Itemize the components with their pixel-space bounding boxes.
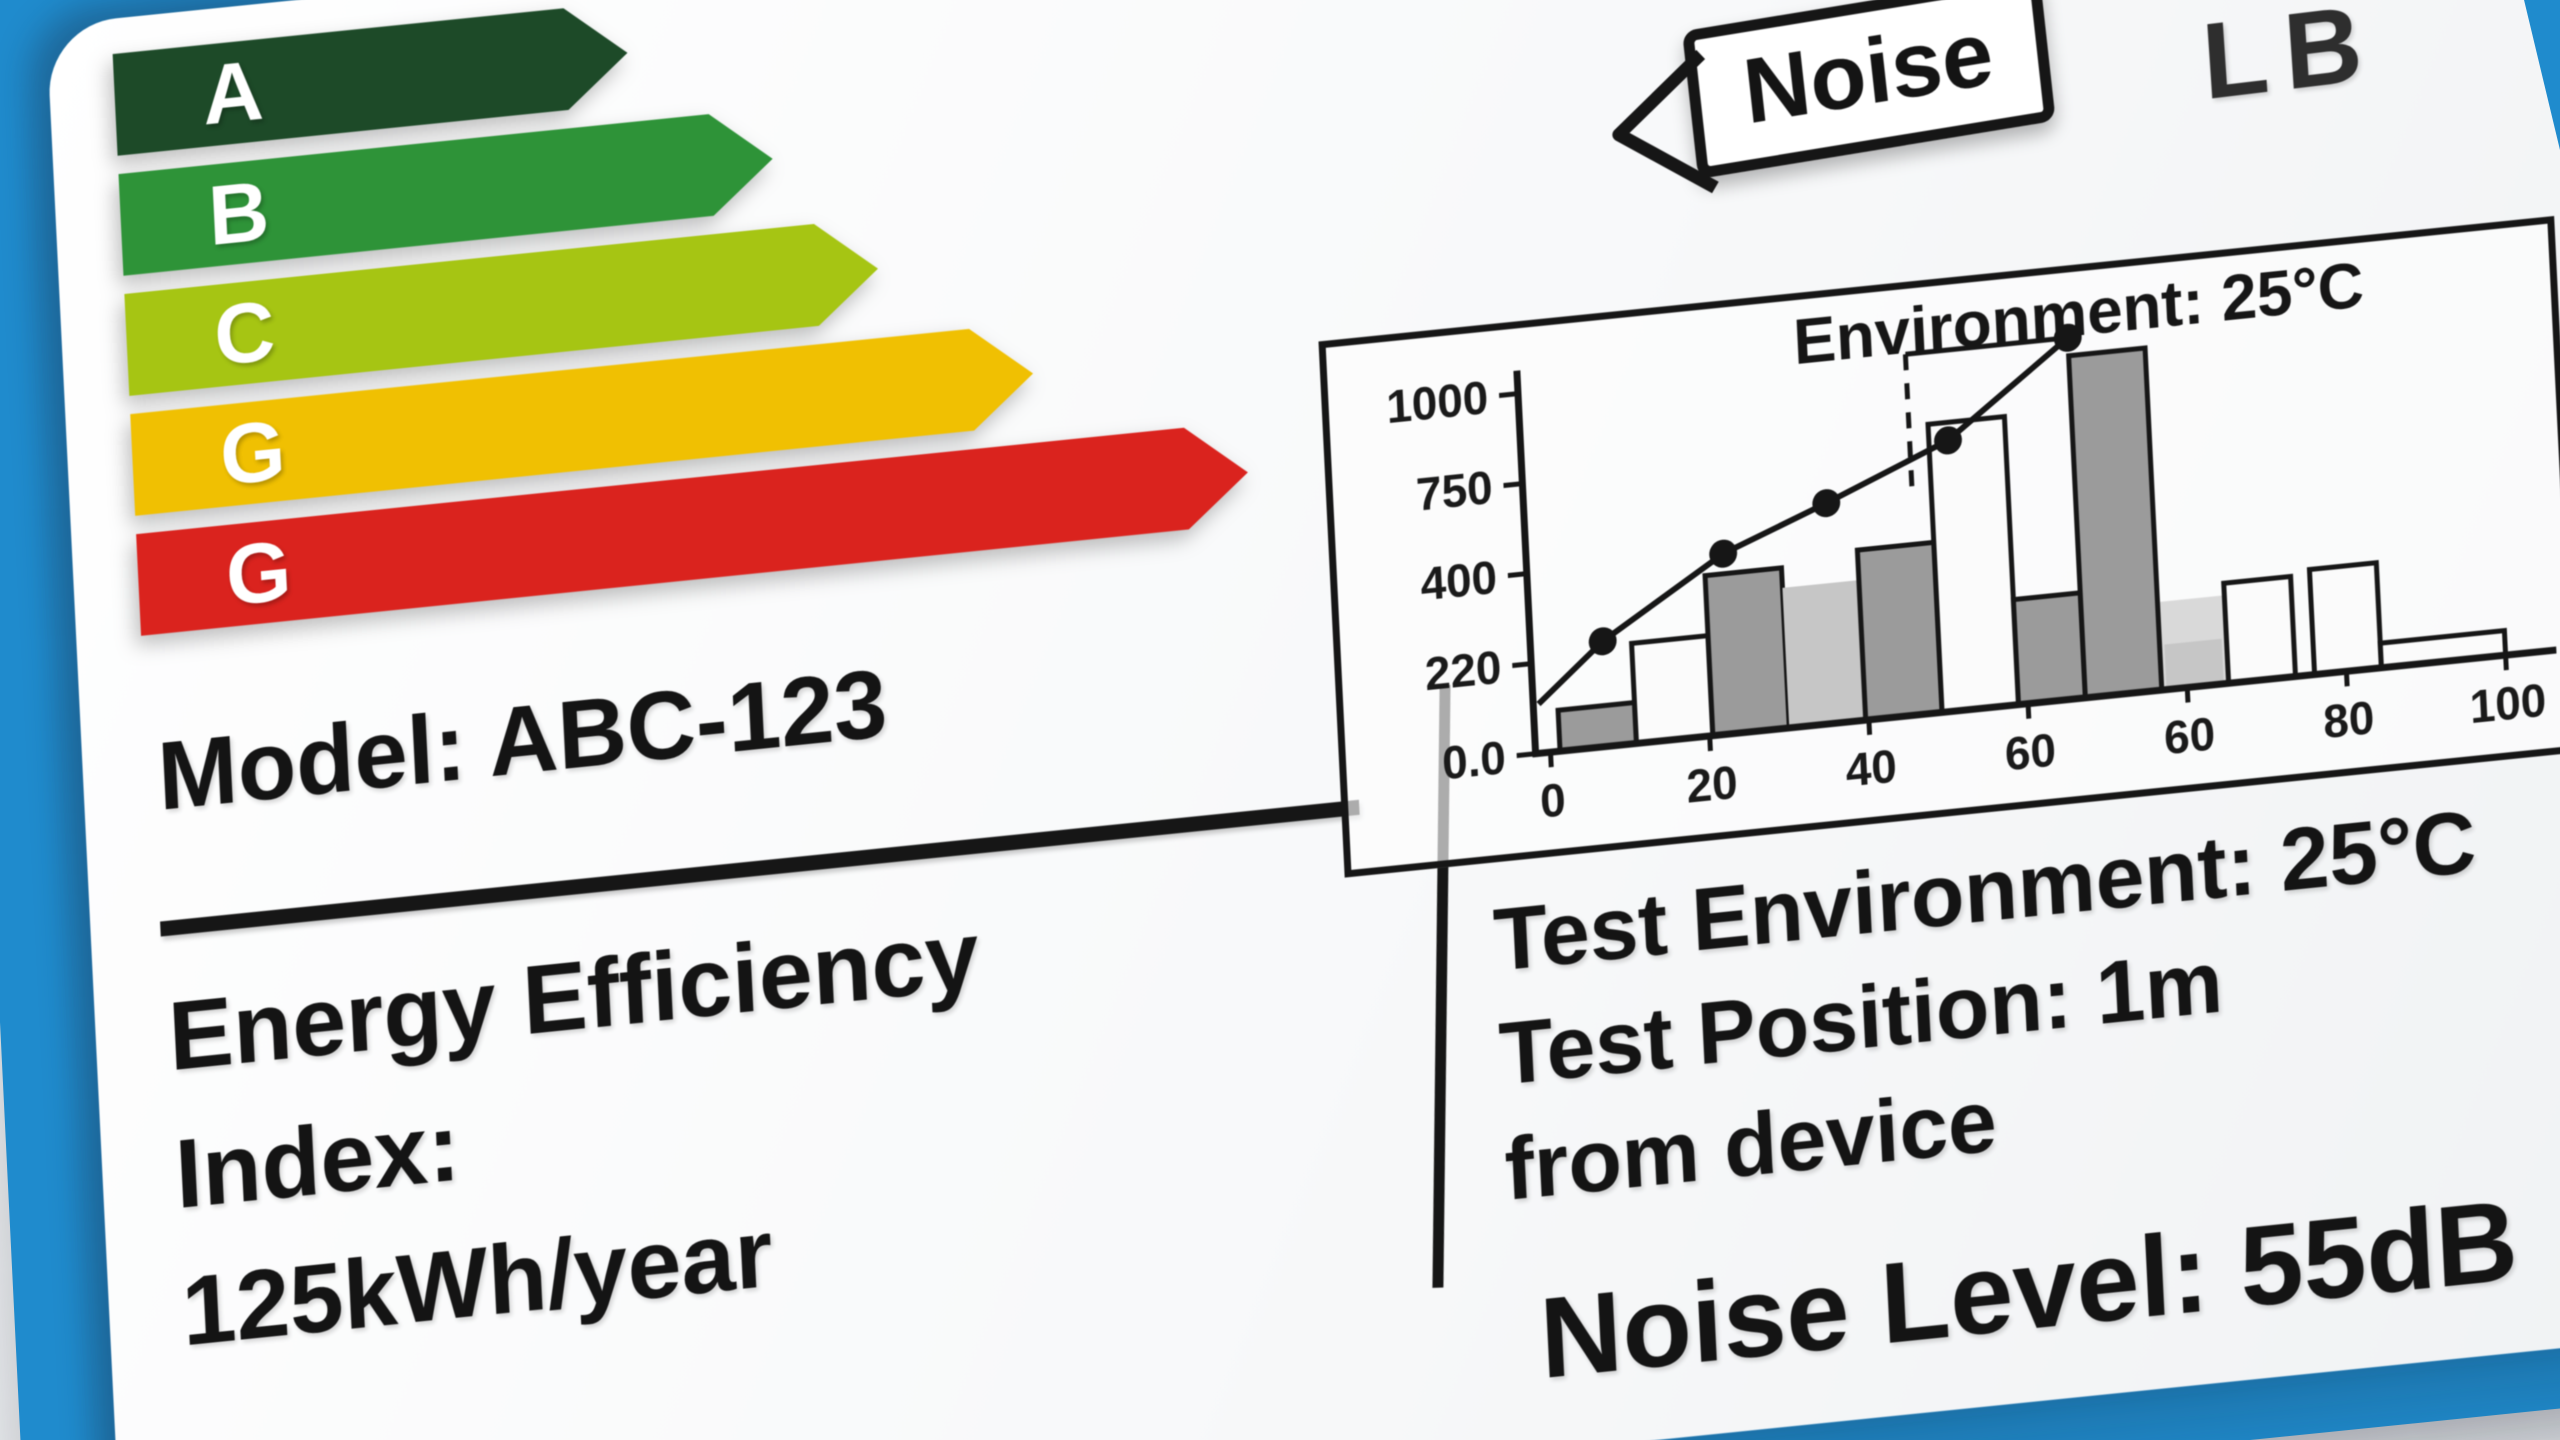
chart-bar [1782, 580, 1866, 728]
efficiency-text: Energy Efficiency Index: 125kWh/year [165, 886, 995, 1382]
x-tick-label: 60 [2004, 723, 2057, 780]
rating-letter: A [200, 42, 266, 143]
x-tick [1548, 751, 1554, 768]
chart-bar [1702, 565, 1792, 739]
line-dot [1934, 426, 1962, 455]
noise-tag-icon [1612, 49, 1719, 194]
noise-chart: 1000 750 400 220 0.0 0 20 40 60 60 80 100 Environmen… [1318, 215, 2560, 878]
y-tick [1498, 391, 1520, 399]
y-tick-label: 1000 [1385, 371, 1489, 433]
chart-bar [1925, 413, 2022, 716]
chart-bar [2164, 638, 2224, 690]
chart-bar [2306, 559, 2385, 678]
model-text: Model: ABC-123 [155, 649, 890, 832]
test-info-text: Test Environment: 25°C Test Position: 1m… [1491, 784, 2490, 1227]
y-tick-label: 0.0 [1441, 731, 1507, 789]
line-dot [1588, 627, 1617, 656]
y-tick [1512, 661, 1533, 669]
y-tick [1503, 481, 1524, 489]
chart-bar [1628, 632, 1716, 747]
x-axis [1532, 646, 2557, 758]
y-tick [1507, 571, 1528, 579]
chart-bar [2010, 590, 2088, 708]
x-tick [2025, 703, 2032, 719]
x-tick-label: 40 [1845, 739, 1898, 796]
noise-logo-text: Noise [1682, 0, 2056, 180]
noise-logo: Noise [1612, 0, 2056, 194]
line-series [1536, 335, 2070, 707]
x-tick [1707, 735, 1713, 752]
chart-bar [1854, 539, 1945, 723]
x-tick-label: 60 [2163, 707, 2216, 764]
x-tick [1866, 719, 1873, 736]
x-tick-label: 100 [2469, 673, 2548, 733]
x-tick [2184, 687, 2191, 703]
y-tick-label: 220 [1424, 641, 1503, 701]
line-dot [2053, 323, 2082, 352]
x-tick [2503, 654, 2509, 671]
line-dot [1812, 489, 1841, 518]
line-dot [1709, 539, 1738, 568]
x-tick [2343, 671, 2350, 687]
rating-letter: B [206, 162, 272, 263]
chart-bar [2221, 573, 2299, 687]
rating-letter: G [217, 401, 288, 503]
y-tick-label: 400 [1419, 551, 1498, 611]
annotation-dashed-line [1902, 354, 1915, 498]
annotation-line [1905, 335, 2068, 357]
rating-letter: G [223, 521, 294, 623]
noise-logo-suffix: LB [2198, 0, 2382, 123]
rating-letter: C [212, 282, 278, 383]
y-tick [1516, 751, 1537, 759]
y-tick-label: 750 [1415, 461, 1494, 521]
chart-bar [2066, 345, 2165, 701]
x-tick-label: 0 [1539, 773, 1567, 828]
x-tick-label: 20 [1685, 755, 1738, 812]
y-axis [1513, 370, 1540, 758]
x-tick-label: 80 [2322, 691, 2375, 748]
